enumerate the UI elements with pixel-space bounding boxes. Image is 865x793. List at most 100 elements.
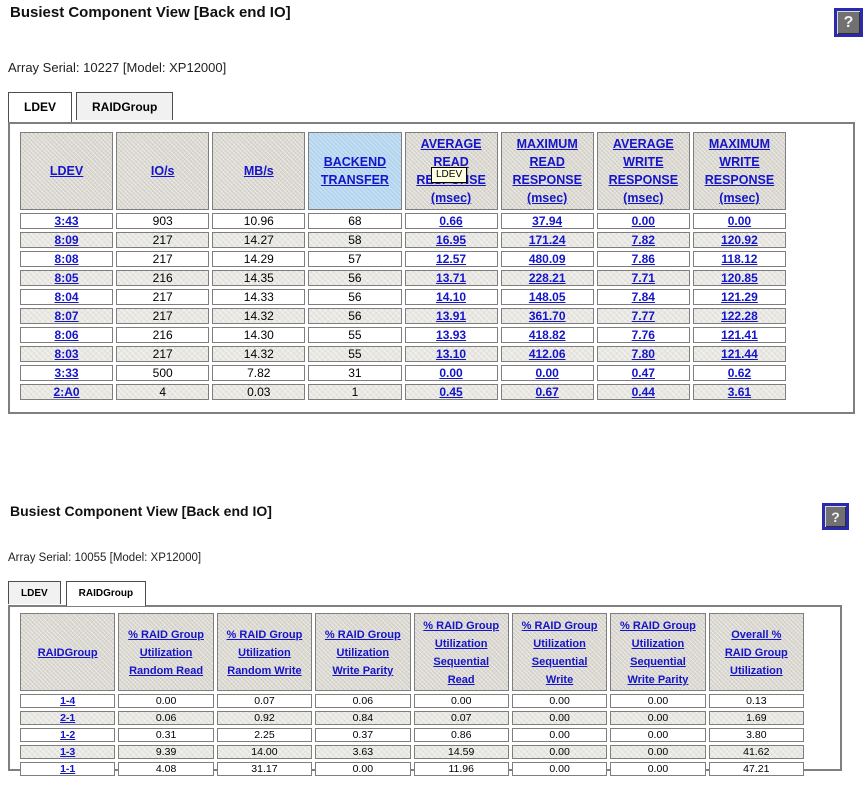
cell-link[interactable]: 8:08 bbox=[54, 252, 79, 266]
data-cell: 0.07 bbox=[413, 711, 509, 725]
cell-link[interactable]: 8:07 bbox=[54, 309, 79, 323]
cell-link[interactable]: 1-1 bbox=[60, 763, 76, 775]
data-cell: 7.80 bbox=[596, 346, 690, 362]
cell-link[interactable]: 1-3 bbox=[60, 746, 76, 758]
column-header-link[interactable]: % RAID Group Utilization Sequential Writ… bbox=[620, 620, 696, 686]
column-header-link[interactable]: Overall % RAID Group Utilization bbox=[724, 629, 788, 677]
cell-link[interactable]: 14.10 bbox=[436, 290, 467, 304]
cell-link[interactable]: 0.00 bbox=[631, 214, 655, 228]
cell-link[interactable]: 8:05 bbox=[54, 271, 79, 285]
column-header-link[interactable]: MB/s bbox=[243, 164, 274, 178]
cell-link[interactable]: 148.05 bbox=[528, 290, 566, 304]
data-cell: 14.00 bbox=[216, 745, 313, 759]
column-header-link[interactable]: LDEV bbox=[49, 164, 84, 178]
cell-link[interactable]: 13.91 bbox=[436, 309, 467, 323]
cell-link[interactable]: 8:09 bbox=[54, 233, 79, 247]
help-button[interactable]: ? bbox=[834, 8, 863, 37]
column-header-link[interactable]: % RAID Group Utilization Random Write bbox=[226, 629, 303, 677]
cell-link[interactable]: 0.45 bbox=[439, 385, 463, 399]
tab-ldev[interactable]: LDEV bbox=[8, 581, 61, 604]
cell-link[interactable]: 120.85 bbox=[721, 271, 758, 285]
cell-link[interactable]: 37.94 bbox=[532, 214, 563, 228]
data-cell: 56 bbox=[308, 270, 402, 286]
data-cell: 0.00 bbox=[692, 213, 786, 229]
cell-link[interactable]: 16.95 bbox=[436, 233, 467, 247]
data-cell: 0.44 bbox=[596, 384, 690, 400]
cell-link[interactable]: 0.44 bbox=[631, 385, 655, 399]
column-header: MAXIMUM READ RESPONSE (msec) bbox=[500, 132, 594, 210]
data-cell: 122.28 bbox=[692, 308, 786, 324]
cell-link[interactable]: 12.57 bbox=[436, 252, 467, 266]
tab-bar: LDEV RAIDGroup bbox=[8, 92, 177, 122]
cell-link[interactable]: 1-2 bbox=[60, 729, 76, 741]
data-cell: 10.96 bbox=[212, 213, 306, 229]
cell-link[interactable]: 0.00 bbox=[439, 366, 463, 380]
cell-link[interactable]: 8:06 bbox=[54, 328, 79, 342]
cell-link[interactable]: 8:04 bbox=[54, 290, 79, 304]
data-cell: 0.13 bbox=[708, 694, 804, 708]
cell-link[interactable]: 7.77 bbox=[631, 309, 655, 323]
column-header-link[interactable]: MAXIMUM WRITE RESPONSE (msec) bbox=[704, 137, 775, 205]
data-cell: 11.96 bbox=[413, 762, 509, 776]
cell-link[interactable]: 0.47 bbox=[631, 366, 655, 380]
cell-link[interactable]: 412.06 bbox=[528, 347, 566, 361]
cell-link[interactable]: 118.12 bbox=[721, 252, 758, 266]
cell-link[interactable]: 0.66 bbox=[439, 214, 463, 228]
column-header-link[interactable]: % RAID Group Utilization Sequential Read bbox=[423, 620, 500, 686]
cell-link[interactable]: 0.00 bbox=[535, 366, 559, 380]
cell-link[interactable]: 0.62 bbox=[727, 366, 752, 380]
cell-link[interactable]: 480.09 bbox=[528, 252, 566, 266]
cell-link[interactable]: 121.41 bbox=[721, 328, 758, 342]
data-cell: 7.76 bbox=[596, 327, 690, 343]
cell-link[interactable]: 228.21 bbox=[528, 271, 566, 285]
cell-link[interactable]: 3.61 bbox=[727, 385, 752, 399]
column-header-link[interactable]: AVERAGE WRITE RESPONSE (msec) bbox=[608, 137, 679, 205]
data-cell: 121.41 bbox=[692, 327, 786, 343]
cell-link[interactable]: 0.00 bbox=[727, 214, 752, 228]
column-header-link[interactable]: % RAID Group Utilization Sequential Writ… bbox=[521, 620, 598, 686]
data-cell: 0.00 bbox=[315, 762, 411, 776]
data-cell: 3.63 bbox=[315, 745, 411, 759]
cell-link[interactable]: 121.29 bbox=[721, 290, 758, 304]
data-cell: 120.85 bbox=[692, 270, 786, 286]
help-button[interactable]: ? bbox=[822, 503, 849, 530]
cell-link[interactable]: 120.92 bbox=[721, 233, 758, 247]
cell-link[interactable]: 7.76 bbox=[631, 328, 655, 342]
column-header-link[interactable]: IO/s bbox=[150, 164, 175, 178]
column-header: % RAID Group Utilization Sequential Read bbox=[413, 613, 509, 691]
data-cell: 217 bbox=[116, 346, 210, 362]
cell-link[interactable]: 0.67 bbox=[535, 385, 559, 399]
cell-link[interactable]: 7.71 bbox=[631, 271, 655, 285]
cell-link[interactable]: 1-4 bbox=[60, 695, 76, 707]
cell-link[interactable]: 7.80 bbox=[631, 347, 655, 361]
data-cell: 7.84 bbox=[596, 289, 690, 305]
cell-link[interactable]: 121.44 bbox=[721, 347, 758, 361]
cell-link[interactable]: 13.10 bbox=[436, 347, 467, 361]
question-mark-icon: ? bbox=[843, 13, 854, 31]
cell-link[interactable]: 2:A0 bbox=[53, 385, 80, 399]
tab-raidgroup[interactable]: RAIDGroup bbox=[76, 92, 174, 120]
cell-link[interactable]: 13.93 bbox=[436, 328, 467, 342]
cell-link[interactable]: 8:03 bbox=[54, 347, 79, 361]
tab-ldev[interactable]: LDEV bbox=[8, 92, 73, 122]
column-header-link[interactable]: RAIDGroup bbox=[37, 647, 98, 659]
column-header-link[interactable]: % RAID Group Utilization Random Read bbox=[128, 629, 204, 677]
cell-link[interactable]: 2-1 bbox=[60, 712, 76, 724]
data-cell: 8:04 bbox=[20, 289, 114, 305]
column-header-link[interactable]: % RAID Group Utilization Write Parity bbox=[324, 629, 401, 677]
cell-link[interactable]: 3:43 bbox=[54, 214, 79, 228]
column-header-link[interactable]: MAXIMUM READ RESPONSE (msec) bbox=[512, 137, 582, 205]
cell-link[interactable]: 122.28 bbox=[721, 309, 758, 323]
column-header-link[interactable]: BACKEND TRANSFER bbox=[320, 155, 389, 187]
cell-link[interactable]: 171.24 bbox=[528, 233, 566, 247]
cell-link[interactable]: 3:33 bbox=[54, 366, 79, 380]
cell-link[interactable]: 7.84 bbox=[631, 290, 655, 304]
column-header: % RAID Group Utilization Write Parity bbox=[315, 613, 411, 691]
tab-raidgroup[interactable]: RAIDGroup bbox=[65, 581, 147, 606]
cell-link[interactable]: 7.82 bbox=[631, 233, 655, 247]
cell-link[interactable]: 13.71 bbox=[436, 271, 467, 285]
cell-link[interactable]: 7.86 bbox=[631, 252, 655, 266]
cell-link[interactable]: 418.82 bbox=[528, 328, 566, 342]
data-cell: 3:43 bbox=[20, 213, 114, 229]
cell-link[interactable]: 361.70 bbox=[528, 309, 566, 323]
